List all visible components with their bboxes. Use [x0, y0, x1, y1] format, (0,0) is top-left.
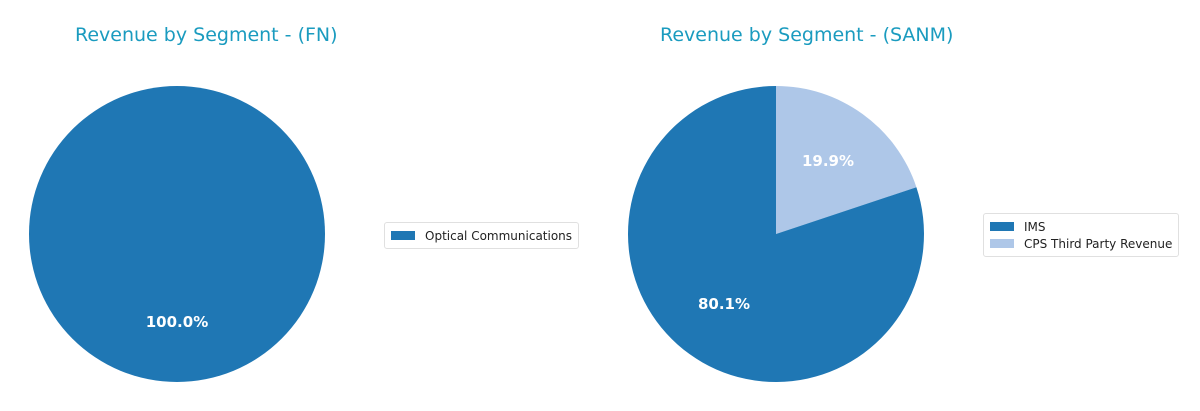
- fn-pie: 100.0%: [29, 86, 325, 382]
- legend-item: CPS Third Party Revenue: [990, 235, 1172, 252]
- legend-swatch: [990, 222, 1014, 231]
- sanm-pct-cps: 19.9%: [802, 152, 854, 170]
- fn-chart-title: Revenue by Segment - (FN): [75, 24, 338, 46]
- sanm-slice-cps: [776, 86, 917, 234]
- legend-swatch: [391, 231, 415, 240]
- fn-slice-optical-communications: [29, 86, 325, 382]
- fn-pct-label: 100.0%: [146, 313, 208, 331]
- sanm-pct-ims: 80.1%: [698, 295, 750, 313]
- fn-legend: Optical Communications: [384, 222, 580, 249]
- sanm-slice-ims: [627, 86, 924, 382]
- legend-swatch: [990, 239, 1014, 248]
- sanm-legend: IMS CPS Third Party Revenue: [983, 213, 1180, 257]
- legend-label: CPS Third Party Revenue: [1024, 236, 1173, 251]
- legend-label: Optical Communications: [425, 228, 573, 243]
- legend-item: IMS: [990, 218, 1172, 235]
- sanm-chart-title: Revenue by Segment - (SANM): [660, 24, 954, 46]
- sanm-pie: 19.9% 80.1%: [627, 86, 924, 382]
- legend-item: Optical Communications: [391, 227, 572, 244]
- legend-label: IMS: [1024, 219, 1046, 234]
